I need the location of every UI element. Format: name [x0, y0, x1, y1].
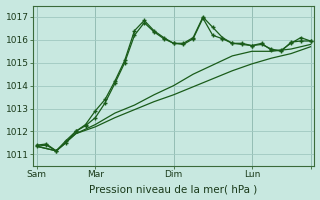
X-axis label: Pression niveau de la mer( hPa ): Pression niveau de la mer( hPa ): [90, 184, 258, 194]
